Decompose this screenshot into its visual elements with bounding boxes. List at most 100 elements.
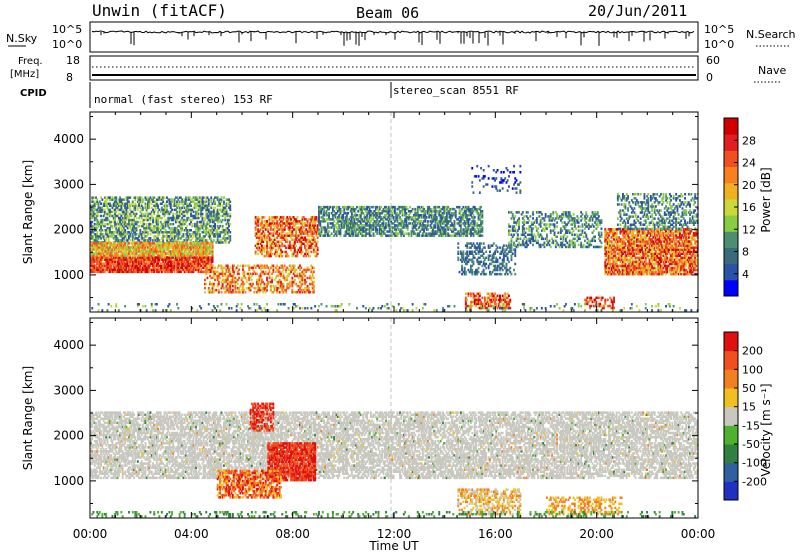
power-echo-cell [266, 220, 268, 223]
cpid-segment-1: normal (fast stereo) 153 RF [94, 93, 273, 106]
power-echo-cell [221, 196, 223, 199]
freq-trace [92, 67, 696, 75]
power-echo-cell [274, 236, 276, 239]
power-echo-cell [276, 220, 278, 223]
power-echo-cell [219, 225, 221, 228]
power-echo-cell [219, 215, 221, 218]
power-echo-cell [123, 198, 125, 201]
power-echo-cell [142, 207, 144, 210]
power-echo-cell [454, 220, 456, 223]
power-echo-cell [308, 269, 310, 272]
power-echo-cell [281, 251, 283, 254]
freq-tick-low: 8 [66, 71, 73, 84]
power-echo-cell [291, 277, 293, 280]
power-echo-cell [308, 251, 310, 254]
power-echo-cell [124, 229, 126, 232]
power-echo-cell [101, 198, 103, 201]
power-echo-cell [222, 219, 224, 222]
power-echo-cell [185, 196, 187, 199]
power-echo-cell [137, 221, 139, 224]
power-echo-cell [455, 228, 457, 231]
power-echo-cell [217, 196, 219, 199]
nave-label: Nave [758, 64, 786, 77]
power-echo-cell [237, 283, 239, 286]
power-echo-cell [103, 233, 105, 236]
power-echo-cell [128, 201, 130, 204]
nave-tick-high: 60 [706, 54, 720, 67]
power-echo-cell [171, 209, 173, 212]
power-echo-cell [170, 223, 172, 226]
power-echo-cell [328, 212, 330, 215]
power-echo-cell [281, 255, 283, 257]
power-echo-cell [289, 281, 291, 284]
power-echo-cell [139, 221, 141, 224]
power-echo-cell [112, 225, 114, 228]
nsearch-label: N.Search [746, 28, 796, 41]
power-echo-cell [229, 213, 231, 216]
power-echo-cell [409, 206, 411, 209]
power-echo-cell [101, 229, 103, 232]
power-echo-cell [313, 271, 315, 274]
power-echo-cell [129, 196, 131, 199]
cpid-label: CPID [20, 88, 47, 99]
power-echo-cell [284, 265, 286, 268]
nsky-label: N.Sky [6, 32, 38, 45]
power-echo-cell [198, 217, 200, 220]
power-echo-cell [393, 216, 395, 219]
power-echo-cell [255, 287, 257, 290]
power-echo-cell [215, 289, 217, 292]
power-echo-cell [229, 267, 231, 270]
power-echo-cell [285, 247, 287, 250]
power-echo-cell [409, 222, 411, 225]
power-echo-cell [129, 239, 131, 242]
power-echo-cell [184, 215, 186, 218]
power-echo-cell [204, 287, 206, 290]
power-echo-cell [309, 291, 311, 294]
power-echo-cell [289, 241, 291, 244]
power-echo-cell [295, 269, 297, 272]
power-echo-cell [186, 225, 188, 228]
power-echo-cell [208, 271, 210, 274]
power-echo-cell [469, 218, 471, 221]
power-echo-cell [190, 205, 192, 208]
power-echo-cell [300, 267, 302, 270]
power-echo-cell [183, 233, 185, 236]
power-echo-cell [373, 206, 375, 209]
power-echo-cell [207, 239, 209, 242]
power-echo-cell [253, 291, 255, 294]
power-echo-cell [132, 201, 134, 204]
power-echo-cell [218, 281, 220, 284]
nsky-tick-low: 10^0 [52, 38, 82, 51]
power-echo-cell [196, 221, 198, 224]
power-echo-cell [313, 277, 315, 280]
power-echo-cell [243, 283, 245, 286]
power-echo-cell [214, 223, 216, 226]
power-echo-cell [313, 267, 315, 270]
power-echo-cell [341, 210, 343, 213]
freq-label: Freq. [18, 56, 43, 67]
power-echo-cell [164, 196, 166, 199]
power-echo-cell [232, 289, 234, 292]
power-echo-cell [238, 277, 240, 280]
power-echo-cell [233, 265, 235, 268]
power-echo-cell [288, 255, 290, 257]
power-echo-cell [313, 281, 315, 284]
power-echo-cell [305, 281, 307, 284]
power-echo-cell [294, 265, 296, 268]
power-echo-cell [100, 215, 102, 218]
power-echo-cell [394, 206, 396, 209]
power-echo-cell [271, 253, 273, 256]
power-echo-cell [190, 229, 192, 232]
power-echo-cell [223, 196, 225, 199]
power-echo-cell [227, 213, 229, 216]
power-echo-cell [214, 207, 216, 210]
power-echo-cell [302, 251, 304, 254]
power-echo-cell [243, 271, 245, 274]
power-echo-cell [113, 231, 115, 234]
power-echo-cell [269, 216, 271, 219]
power-echo-cell [223, 201, 225, 204]
power-echo-cell [295, 245, 297, 248]
power-echo-cell [317, 247, 319, 250]
power-echo-cell [255, 251, 257, 254]
